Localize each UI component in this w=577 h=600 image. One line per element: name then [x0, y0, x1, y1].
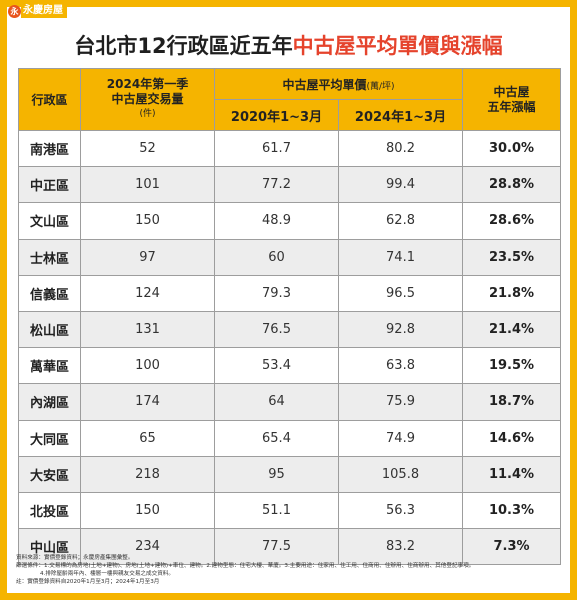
table-row: 信義區 124 79.3 96.5 21.8%	[18, 274, 562, 312]
brand-logo: 永 永慶房屋	[8, 3, 67, 19]
volume-cell: 131	[80, 310, 215, 349]
growth-cell: 19.5%	[462, 347, 562, 385]
title-part2: 中古屋平均單價與漲幅	[292, 34, 503, 58]
note-filter: 篩選條件：1.交易標的為房地(土地+建物)、房地(土地+建物)+車位、建物。2.…	[16, 563, 475, 569]
growth-cell: 18.7%	[462, 383, 562, 421]
brand-logo-mark: 永	[8, 4, 21, 18]
district-cell: 大同區	[18, 419, 81, 457]
price-2020-cell: 48.9	[214, 202, 339, 240]
price-2024-cell: 105.8	[337, 455, 464, 493]
volume-cell: 100	[80, 347, 215, 385]
district-cell: 松山區	[18, 310, 81, 349]
price-2024-cell: 75.9	[337, 383, 464, 421]
district-cell: 士林區	[18, 238, 81, 276]
volume-cell: 218	[80, 455, 215, 493]
growth-cell: 28.6%	[462, 202, 562, 240]
price-2020-cell: 53.4	[214, 347, 339, 385]
table-row: 北投區 150 51.1 56.3 10.3%	[18, 491, 562, 530]
price-2024-cell: 92.8	[337, 310, 464, 349]
price-2020-cell: 76.5	[214, 310, 339, 349]
table-row: 內湖區 174 64 75.9 18.7%	[18, 383, 562, 421]
price-table: 行政區 2024年第一季 中古屋交易量 (件) 中古屋平均單價(萬/坪) 中古屋…	[18, 68, 562, 566]
volume-cell: 101	[80, 166, 215, 204]
growth-cell: 28.8%	[462, 166, 562, 204]
price-2020-cell: 64	[214, 383, 339, 421]
header-price-2020: 2020年1~3月	[214, 99, 339, 131]
growth-cell: 10.3%	[462, 491, 562, 530]
district-cell: 信義區	[18, 274, 81, 312]
district-cell: 南港區	[18, 129, 81, 168]
price-2024-cell: 74.9	[337, 419, 464, 457]
price-2020-cell: 61.7	[214, 129, 339, 168]
table-row: 大同區 65 65.4 74.9 14.6%	[18, 419, 562, 457]
district-cell: 萬華區	[18, 347, 81, 385]
table-row: 士林區 97 60 74.1 23.5%	[18, 238, 562, 276]
growth-cell: 11.4%	[462, 455, 562, 493]
header-volume: 2024年第一季 中古屋交易量 (件)	[80, 68, 215, 131]
growth-cell: 21.4%	[462, 310, 562, 349]
district-cell: 中正區	[18, 166, 81, 204]
volume-cell: 124	[80, 274, 215, 312]
growth-cell: 23.5%	[462, 238, 562, 276]
header-district: 行政區	[18, 68, 81, 131]
district-cell: 內湖區	[18, 383, 81, 421]
note-source: 資料來源：實價登錄資料；永慶房產集團彙整。	[16, 555, 134, 561]
volume-cell: 150	[80, 202, 215, 240]
table-row: 文山區 150 48.9 62.8 28.6%	[18, 202, 562, 240]
district-cell: 文山區	[18, 202, 81, 240]
price-2024-cell: 63.8	[337, 347, 464, 385]
price-2024-cell: 74.1	[337, 238, 464, 276]
title-part1: 台北市12行政區近五年	[74, 34, 293, 58]
price-2024-cell: 56.3	[337, 491, 464, 530]
table-row: 南港區 52 61.7 80.2 30.0%	[18, 129, 562, 168]
brand-logo-text: 永慶房屋	[21, 4, 67, 18]
district-cell: 大安區	[18, 455, 81, 493]
price-2020-cell: 60	[214, 238, 339, 276]
volume-cell: 52	[80, 129, 215, 168]
volume-cell: 174	[80, 383, 215, 421]
price-2020-cell: 51.1	[214, 491, 339, 530]
growth-cell: 30.0%	[462, 129, 562, 168]
header-price-group: 中古屋平均單價(萬/坪)	[213, 68, 464, 100]
price-2024-cell: 99.4	[337, 166, 464, 204]
district-cell: 中山區	[18, 528, 81, 566]
price-2020-cell: 77.2	[214, 166, 339, 204]
price-2020-cell: 65.4	[214, 419, 339, 457]
table-row: 大安區 218 95 105.8 11.4%	[18, 455, 562, 493]
note-exclusion: 4.排除屋齡兩年內、樓層一樓與親友交易之成交資料。	[40, 571, 174, 577]
table-row: 中山區 234 77.5 83.2 7.3%	[18, 528, 562, 566]
table-row: 萬華區 100 53.4 63.8 19.5%	[18, 347, 562, 385]
growth-cell: 14.6%	[462, 419, 562, 457]
header-growth: 中古屋 五年漲幅	[462, 68, 562, 131]
volume-cell: 150	[80, 491, 215, 530]
growth-cell: 7.3%	[462, 528, 562, 566]
growth-cell: 21.8%	[462, 274, 562, 312]
page-title: 台北市12行政區近五年中古屋平均單價與漲幅	[0, 30, 577, 60]
price-2024-cell: 96.5	[337, 274, 464, 312]
header-price-2024: 2024年1~3月	[337, 99, 464, 131]
district-cell: 北投區	[18, 491, 81, 530]
price-2024-cell: 83.2	[337, 528, 464, 566]
volume-cell: 65	[80, 419, 215, 457]
price-2020-cell: 95	[214, 455, 339, 493]
price-2024-cell: 80.2	[337, 129, 464, 168]
table-row: 中正區 101 77.2 99.4 28.8%	[18, 166, 562, 204]
notes: 資料來源：實價登錄資料；永慶房產集團彙整。 篩選條件：1.交易標的為房地(土地+…	[16, 554, 561, 586]
price-2024-cell: 62.8	[337, 202, 464, 240]
volume-cell: 97	[80, 238, 215, 276]
table-row: 松山區 131 76.5 92.8 21.4%	[18, 310, 562, 349]
price-2020-cell: 79.3	[214, 274, 339, 312]
note-period: 註：實價登錄資料自2020年1月至3月；2024年1月至3月	[16, 579, 160, 585]
